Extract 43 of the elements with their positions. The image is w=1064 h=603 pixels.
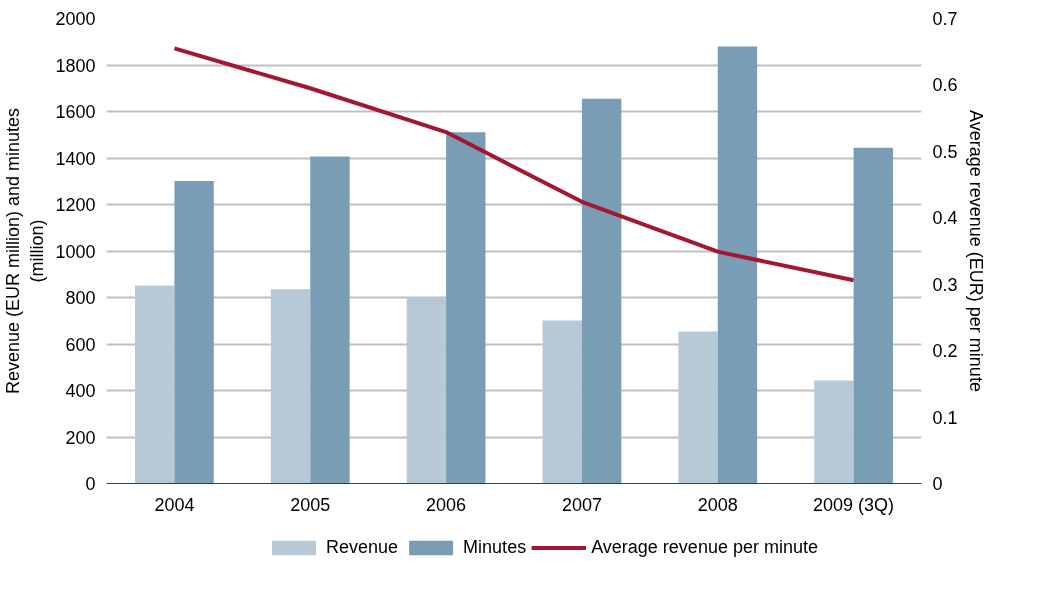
y-tick-label: 1200	[55, 195, 96, 215]
y-tick-label: 800	[65, 288, 96, 308]
y2-tick-label: 0.4	[932, 208, 958, 229]
x-tick-label: 2004	[154, 494, 195, 515]
bar	[814, 380, 854, 484]
y-tick-label: 400	[65, 381, 96, 401]
y2-tick-label: 0.1	[932, 407, 958, 428]
y2-tick-label: 0.3	[932, 274, 958, 295]
y-tick-label: 2000	[55, 9, 96, 29]
y-tick-label: 1000	[55, 241, 96, 262]
bar	[135, 285, 175, 484]
y2-axis-title: Average revenue (EUR) per minute	[965, 110, 986, 392]
x-tick-label: 2009 (3Q)	[813, 494, 895, 515]
y-tick-label: 0	[85, 474, 96, 494]
y-tick-label: 600	[65, 334, 96, 355]
y-tick-label: 1800	[55, 55, 96, 76]
y2-tick-label: 0.5	[932, 141, 958, 162]
bar	[717, 46, 758, 484]
bar	[446, 132, 486, 484]
x-tick-label: 2007	[561, 494, 602, 515]
y2-tick-label: 0.6	[932, 75, 958, 96]
y-axis-title: Revenue (EUR million) and minutes (million)	[3, 107, 48, 395]
legend-label: Minutes	[463, 536, 527, 558]
x-tick-label: 2005	[290, 494, 331, 515]
bar	[542, 320, 582, 484]
y-tick-label: 200	[65, 427, 96, 448]
legend-label: Average revenue per minute	[591, 536, 818, 558]
line-series	[172, 46, 856, 283]
y2-tick-label: 0.2	[932, 341, 958, 362]
x-tick-label: 2008	[697, 494, 738, 515]
y2-tick-label: 0	[932, 474, 943, 494]
y2-tick-label: 0.7	[932, 9, 958, 29]
bar	[581, 98, 622, 484]
bar	[174, 181, 214, 484]
bar	[678, 331, 718, 484]
bar	[270, 289, 311, 484]
y-tick-label: 1400	[55, 148, 96, 169]
y-tick-label: 1600	[55, 102, 96, 122]
legend-label: Revenue	[326, 536, 399, 558]
bar	[406, 297, 447, 484]
bar	[853, 147, 893, 484]
bar	[310, 156, 350, 484]
x-tick-label: 2006	[426, 494, 467, 515]
